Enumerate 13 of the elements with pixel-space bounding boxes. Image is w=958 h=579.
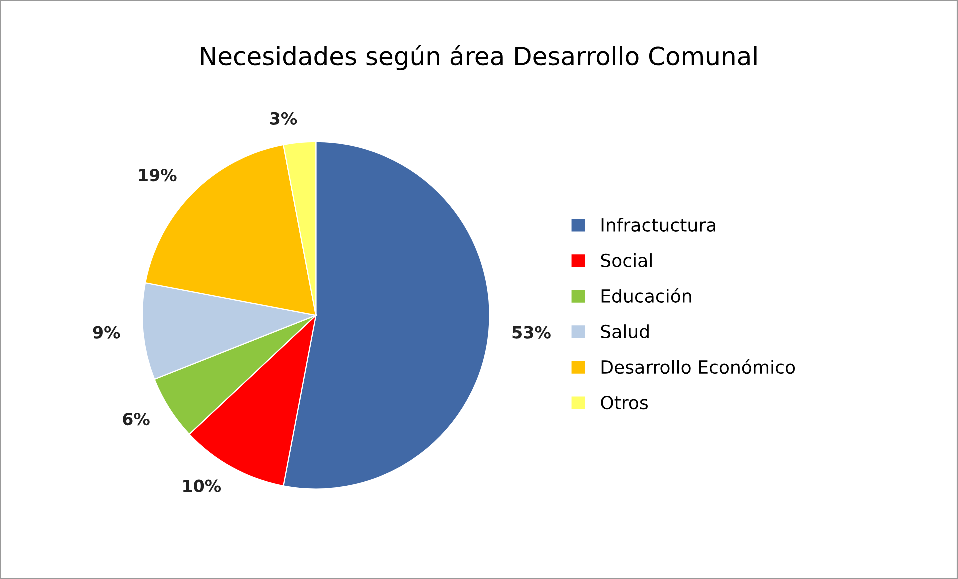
legend-label: Infractuctura (602, 218, 716, 232)
legend-label: Educación (602, 288, 692, 304)
data-label: 19% (139, 168, 177, 182)
legend-label: Salud (601, 324, 649, 339)
legend-label: Otros (601, 396, 648, 410)
data-label: 3% (270, 112, 298, 125)
data-label: 6% (123, 412, 150, 426)
legend-label: Social (601, 254, 652, 268)
data-label: 10% (184, 480, 222, 492)
data-label: 53% (512, 326, 551, 339)
legend-label: Desarrollo Económico (602, 359, 796, 374)
chart-title: Necesidades según área Desarrollo Comunal (201, 45, 757, 70)
data-label: 9% (93, 326, 120, 339)
